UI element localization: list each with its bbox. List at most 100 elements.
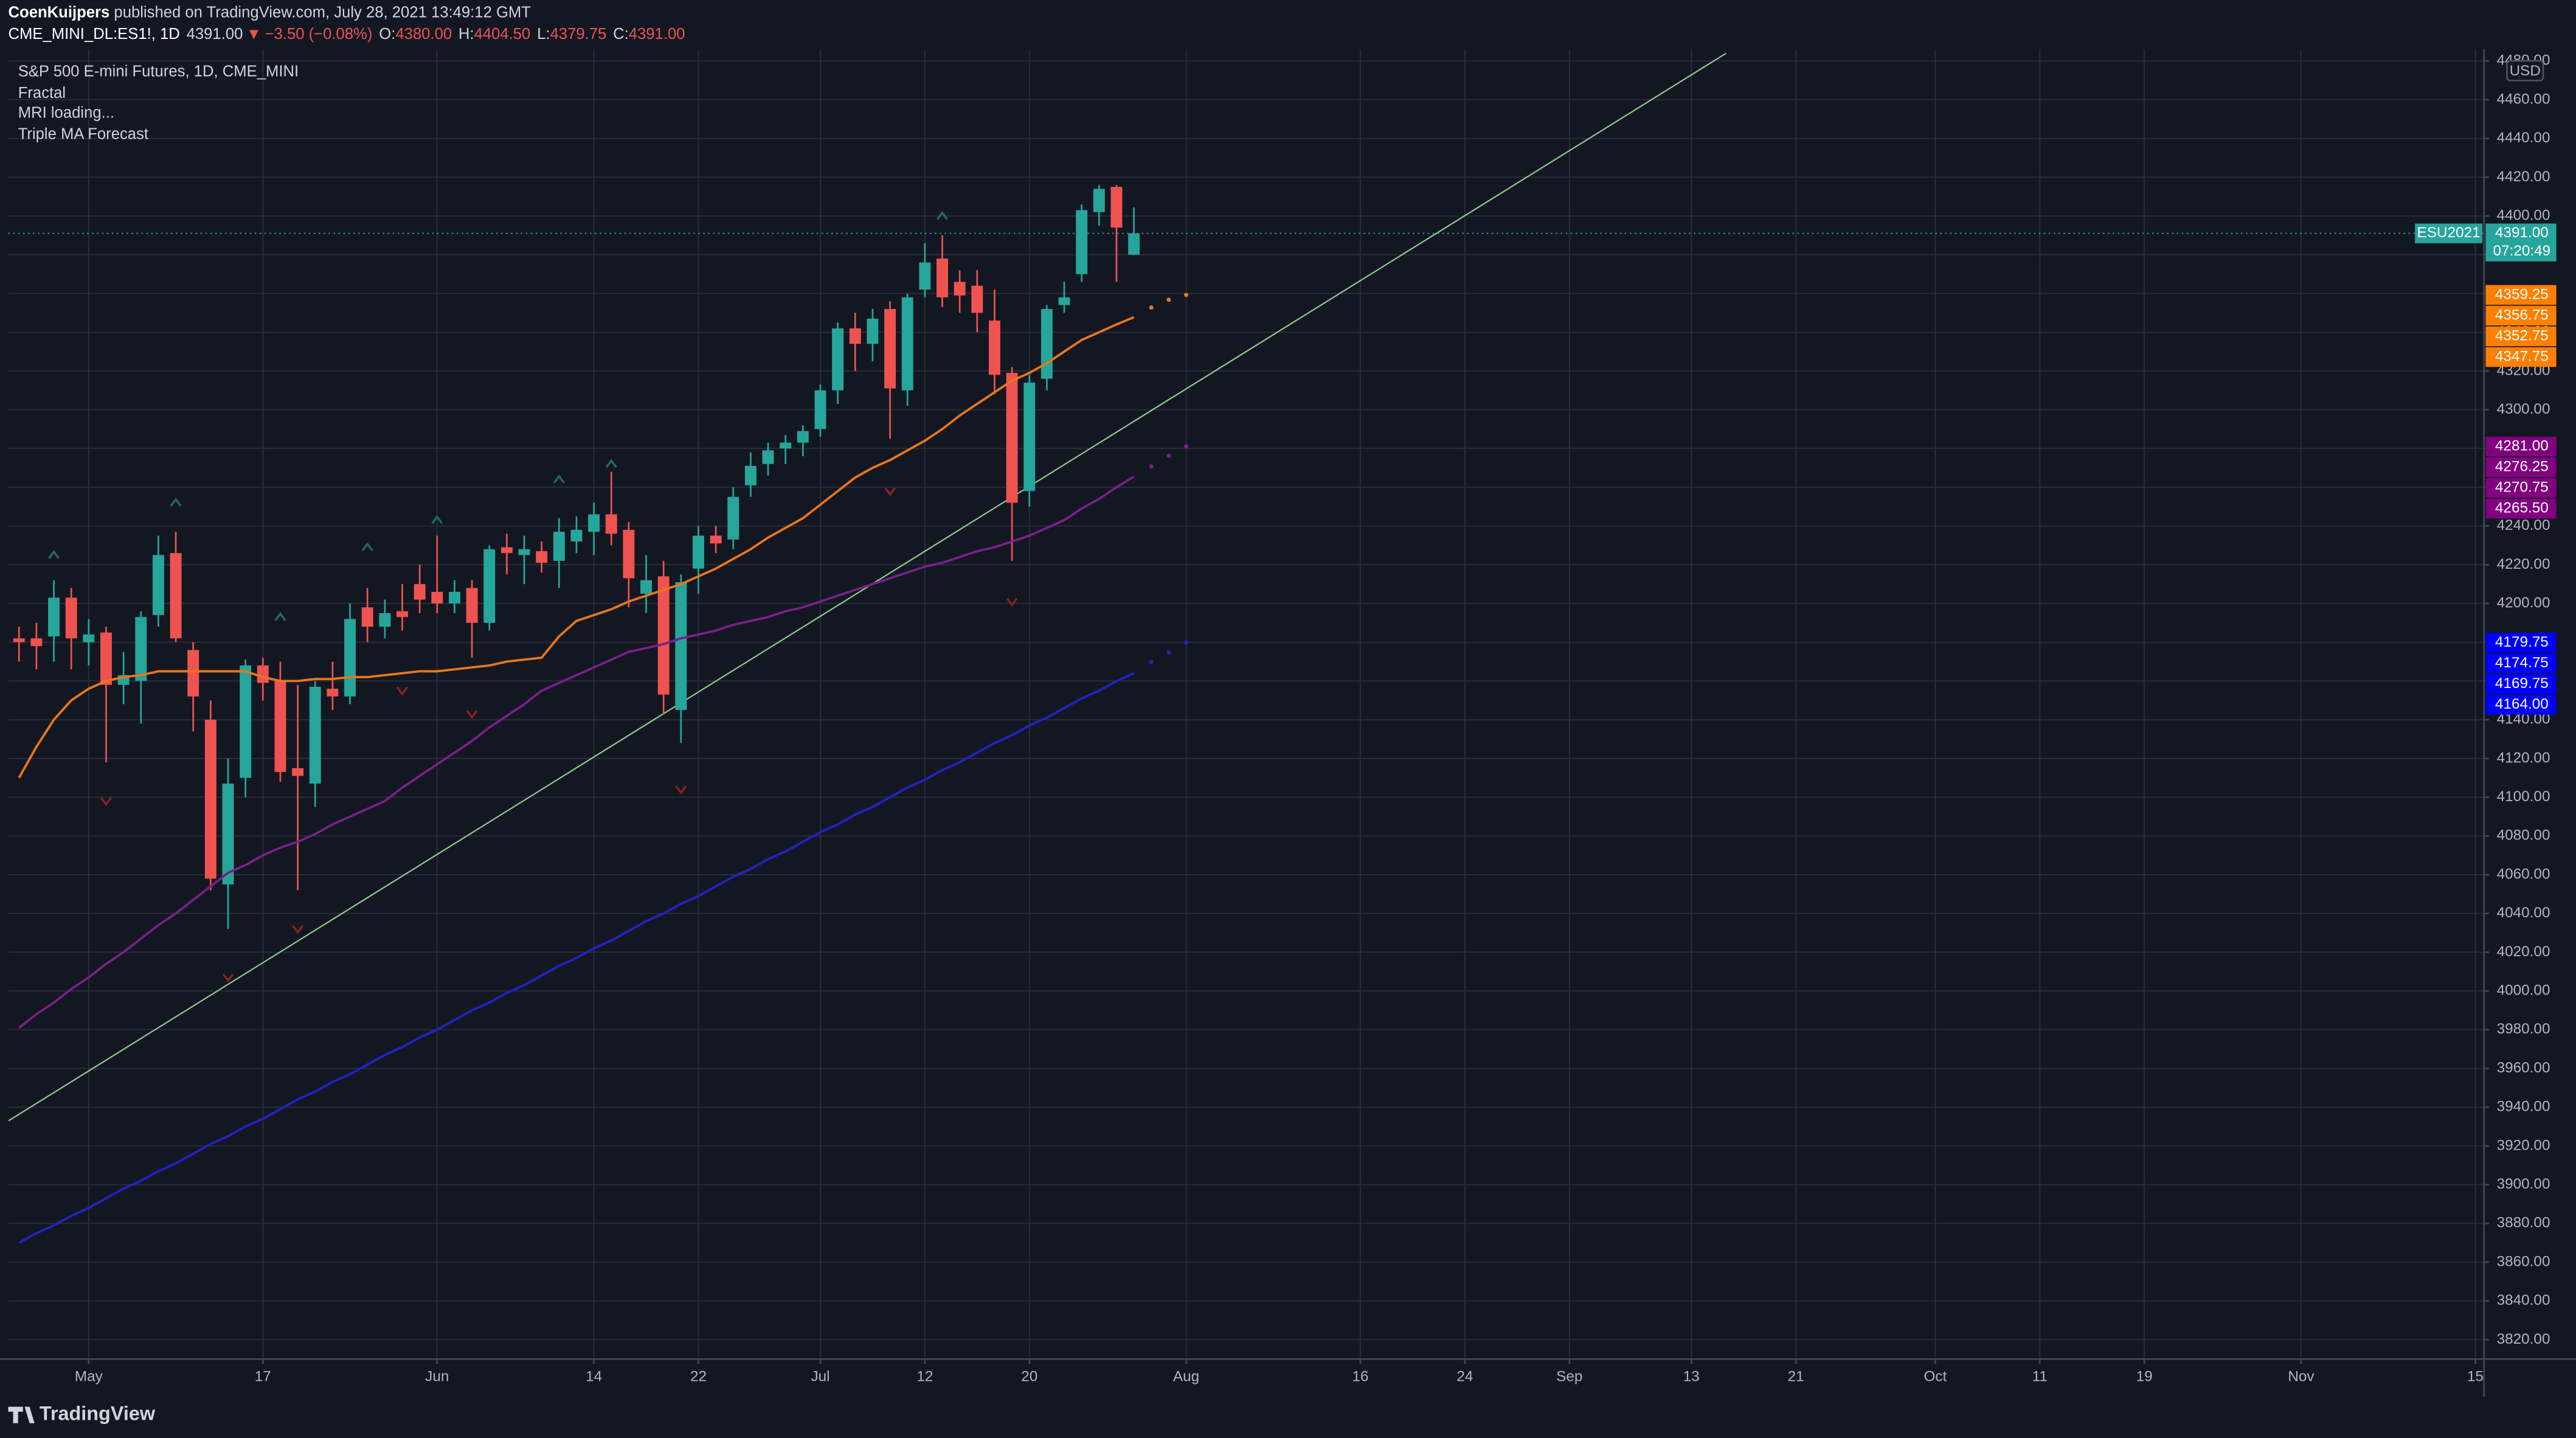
fractal-down xyxy=(675,785,687,795)
ma-label-box xyxy=(2485,695,2557,715)
x-tick-label: 16 xyxy=(1352,1368,1369,1384)
candle-body xyxy=(901,297,913,391)
forecast-dot xyxy=(1184,641,1189,645)
y-tick-label: 4220.00 xyxy=(2497,556,2550,572)
symbol-line: CME_MINI_DL:ES1!, 1D 4391.00 ▼ −3.50 (−0.08… xyxy=(9,26,685,43)
indicator: Fractal xyxy=(18,85,66,102)
candle-body xyxy=(605,514,617,534)
candle-body xyxy=(222,783,234,884)
y-tick-label: 3980.00 xyxy=(2497,1021,2550,1037)
grid xyxy=(8,49,2484,1360)
x-tick-label: 19 xyxy=(2136,1368,2153,1384)
candle-body xyxy=(937,259,948,297)
candle-body xyxy=(780,442,792,449)
ohlc-value: 4404.50 xyxy=(474,26,531,43)
contract-box xyxy=(2415,223,2483,243)
x-tick-label: 13 xyxy=(1683,1368,1700,1384)
ma-label: 4174.75 xyxy=(2495,655,2549,671)
x-tick-label: 24 xyxy=(1456,1368,1473,1384)
candle-body xyxy=(727,496,739,540)
plot xyxy=(8,52,2484,1244)
forecast-dot xyxy=(1149,305,1154,310)
moving-average xyxy=(18,475,1135,1029)
arrow: ▼ xyxy=(246,26,261,43)
forecast-dot xyxy=(1149,659,1154,664)
x-tick-label: 22 xyxy=(690,1368,707,1384)
fractal-down xyxy=(292,925,304,934)
y-tick-label: 4460.00 xyxy=(2497,91,2550,107)
y-tick-label: 4120.00 xyxy=(2497,749,2550,766)
candle-body xyxy=(797,431,809,443)
ohlc-key: C: xyxy=(613,26,629,43)
ohlc-value: 4380.00 xyxy=(395,26,452,43)
y-tick-label: 4300.00 xyxy=(2497,401,2550,417)
ohlc-key: H: xyxy=(459,26,474,43)
candle-body xyxy=(884,308,896,389)
candle-body xyxy=(1128,233,1140,255)
ma-label-box xyxy=(2485,498,2557,519)
y-tick-label: 3840.00 xyxy=(2497,1292,2550,1308)
y-tick-label: 3860.00 xyxy=(2497,1253,2550,1270)
ohlc-key: O: xyxy=(379,26,395,43)
candle-body xyxy=(466,588,478,623)
ma-label-box xyxy=(2485,285,2557,305)
candle-body xyxy=(1023,382,1036,491)
candle-body xyxy=(448,591,460,604)
ma-label-box xyxy=(2485,305,2557,326)
x-tick-label: 17 xyxy=(255,1368,271,1384)
ohlc-key: L: xyxy=(537,26,550,43)
ohlc: O:4380.00 H:4404.50 L:4379.75 C:4391.00 xyxy=(379,26,685,43)
contract-label: ESU2021 xyxy=(2417,224,2481,241)
candle-body xyxy=(240,665,252,778)
candle-body xyxy=(1110,187,1123,228)
candle-body xyxy=(536,551,548,563)
logo: TradingView xyxy=(40,1403,156,1425)
y-tick-label: 3900.00 xyxy=(2497,1176,2550,1192)
x-tick-label: 11 xyxy=(2032,1368,2048,1384)
symbol: CME_MINI_DL:ES1!, 1D xyxy=(9,26,180,43)
candle-body xyxy=(657,576,670,695)
ma-label: 4347.75 xyxy=(2495,348,2549,364)
candle-body xyxy=(100,632,112,685)
x-tick-label: Oct xyxy=(1923,1368,1947,1384)
fractal-up xyxy=(48,550,60,559)
forecast-dot xyxy=(1166,297,1171,302)
fractal-down xyxy=(884,487,896,496)
candle-body xyxy=(971,285,983,313)
x-tick-label: May xyxy=(75,1368,103,1384)
candle-body xyxy=(518,549,530,555)
ma-label-box xyxy=(2485,347,2557,367)
candle-body xyxy=(762,450,774,464)
ma-label: 4270.75 xyxy=(2495,479,2549,496)
currency-box[interactable] xyxy=(2506,60,2544,82)
fractal-down xyxy=(222,973,234,983)
y-tick-label: 4060.00 xyxy=(2497,866,2550,882)
y-tick-label: 4200.00 xyxy=(2497,594,2550,611)
candle-body xyxy=(1058,297,1070,305)
y-tick-label: 4080.00 xyxy=(2497,827,2550,844)
y-tick-label: 4440.00 xyxy=(2497,130,2550,146)
candle-body xyxy=(379,613,391,627)
axes: 3820.00 3840.00 3860.00 3880.00 3900.00 3920.… xyxy=(75,52,2557,1384)
publish-line: CoenKuijpers published on TradingView.co… xyxy=(9,4,531,21)
ma-label: 4265.50 xyxy=(2495,500,2549,516)
candle-body xyxy=(327,689,339,696)
candle-body xyxy=(570,530,583,542)
candle-body xyxy=(553,532,565,561)
candle-body xyxy=(431,591,443,604)
ma-label-box xyxy=(2485,326,2557,347)
candle-body xyxy=(30,638,43,647)
candle-body xyxy=(989,321,1000,375)
fractal-up xyxy=(431,515,443,524)
candle-body xyxy=(83,634,95,642)
ma-label: 4179.75 xyxy=(2495,634,2549,650)
change: −3.50 (−0.08%) xyxy=(265,26,373,43)
candle-body xyxy=(849,328,861,344)
fractal-up xyxy=(274,612,286,621)
candle-body xyxy=(588,514,600,532)
candle-body xyxy=(170,553,182,639)
x-tick-label: Jun xyxy=(425,1368,449,1384)
candle-body xyxy=(344,619,356,696)
